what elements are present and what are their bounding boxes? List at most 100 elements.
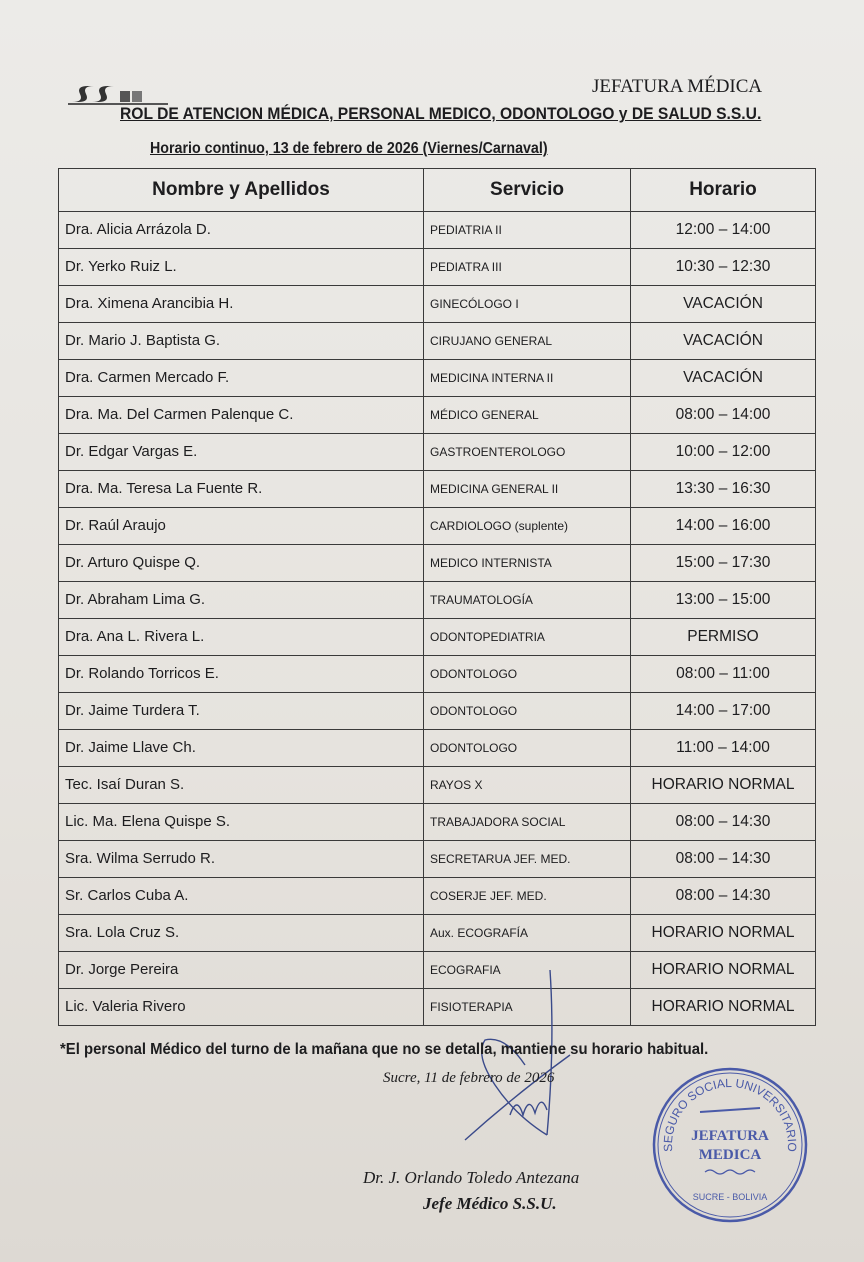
table-row: Dr. Jaime Llave Ch. ODONTOLOGO 11:00 – 14:… [58, 729, 816, 767]
staff-name-cell: Lic. Valeria Rivero [58, 988, 424, 1026]
schedule-cell: 14:00 – 17:00 [630, 692, 816, 730]
schedule-cell: 12:00 – 14:00 [630, 211, 816, 249]
schedule-cell: 08:00 – 14:30 [630, 840, 816, 878]
schedule-cell: 10:30 – 12:30 [630, 248, 816, 286]
schedule-cell: 10:00 – 12:00 [630, 433, 816, 471]
service-cell: GINECÓLOGO I [423, 285, 631, 323]
staff-name-cell: Dra. Alicia Arrázola D. [58, 211, 424, 249]
footnote: *El personal Médico del turno de la maña… [60, 1041, 709, 1058]
table-row: Dra. Ana L. Rivera L. ODONTOPEDIATRIA PERM… [58, 618, 816, 656]
staff-name-cell: Sra. Wilma Serrudo R. [58, 840, 424, 878]
service-cell: SECRETARUA JEF. MED. [423, 840, 631, 878]
schedule-cell: PERMISO [630, 618, 816, 656]
column-header-name: Nombre y Apellidos [58, 168, 424, 212]
service-cell: Aux. ECOGRAFÍA [423, 914, 631, 952]
service-cell: MEDICO INTERNISTA [423, 544, 631, 582]
table-row: Dra. Ma. Del Carmen Palenque C. MÉDICO GE… [58, 396, 816, 434]
service-cell: MÉDICO GENERAL [423, 396, 631, 434]
staff-name-cell: Dr. Rolando Torricos E. [58, 655, 424, 693]
schedule-cell: HORARIO NORMAL [630, 914, 816, 952]
service-cell: CIRUJANO GENERAL [423, 322, 631, 360]
staff-name-cell: Sra. Lola Cruz S. [58, 914, 424, 952]
table-row: Dra. Ma. Teresa La Fuente R. MEDICINA GEN… [58, 470, 816, 508]
schedule-cell: 08:00 – 14:30 [630, 803, 816, 841]
table-row: Dr. Yerko Ruiz L. PEDIATRA III 10:30 – 12:… [58, 248, 816, 286]
staff-name-cell: Dr. Jaime Llave Ch. [58, 729, 424, 767]
service-cell: CARDIOLOGO (suplente) [423, 507, 631, 545]
table-row: Tec. Isaí Duran S. RAYOS X HORARIO NORMAL [58, 766, 816, 804]
service-cell: ODONTOLOGO [423, 655, 631, 693]
service-cell: ECOGRAFIA [423, 951, 631, 989]
staff-name-cell: Tec. Isaí Duran S. [58, 766, 424, 804]
schedule-cell: 14:00 – 16:00 [630, 507, 816, 545]
schedule-cell: 08:00 – 14:00 [630, 396, 816, 434]
table-row: Lic. Valeria Rivero FISIOTERAPIA HORARIO N… [58, 988, 816, 1026]
schedule-table: Nombre y Apellidos Servicio Horario Dra.… [58, 168, 816, 1026]
table-row: Dr. Raúl Araujo CARDIOLOGO (suplente) 14:0… [58, 507, 816, 545]
svg-text:MEDICA: MEDICA [699, 1147, 762, 1163]
schedule-cell: 08:00 – 11:00 [630, 655, 816, 693]
service-cell: ODONTOLOGO [423, 729, 631, 767]
schedule-cell: HORARIO NORMAL [630, 951, 816, 989]
staff-name-cell: Dr. Raúl Araujo [58, 507, 424, 545]
table-row: Sr. Carlos Cuba A. COSERJE JEF. MED. 08:00… [58, 877, 816, 915]
column-header-schedule: Horario [630, 168, 816, 212]
table-row: Dr. Abraham Lima G. TRAUMATOLOGÍA 13:00 – … [58, 581, 816, 619]
signer-title: Jefe Médico S.S.U. [423, 1194, 557, 1213]
service-cell: MEDICINA GENERAL II [423, 470, 631, 508]
service-cell: PEDIATRA III [423, 248, 631, 286]
staff-name-cell: Dr. Arturo Quispe Q. [58, 544, 424, 582]
service-cell: TRABAJADORA SOCIAL [423, 803, 631, 841]
schedule-cell: 11:00 – 14:00 [630, 729, 816, 767]
signer-name: Dr. J. Orlando Toledo Antezana [363, 1168, 580, 1187]
table-row: Sra. Lola Cruz S. Aux. ECOGRAFÍA HORARIO N… [58, 914, 816, 952]
table-row: Dr. Mario J. Baptista G. CIRUJANO GENERAL… [58, 322, 816, 360]
handwritten-signature [464, 969, 571, 1141]
stamp-bottom-text: SUCRE - BOLIVIA [693, 1192, 768, 1202]
service-cell: MEDICINA INTERNA II [423, 359, 631, 397]
document-subtitle: Horario continuo, 13 de febrero de 2026 … [150, 140, 548, 157]
service-cell: PEDIATRIA II [423, 211, 631, 249]
table-row: Sra. Wilma Serrudo R. SECRETARUA JEF. MED… [58, 840, 816, 878]
table-row: Dr. Jaime Turdera T. ODONTOLOGO 14:00 – 17… [58, 692, 816, 730]
column-header-service: Servicio [423, 168, 631, 212]
service-cell: GASTROENTEROLOGO [423, 433, 631, 471]
table-row: Dra. Alicia Arrázola D. PEDIATRIA II 12:00… [58, 211, 816, 249]
table-row: Dr. Rolando Torricos E. ODONTOLOGO 08:00 –… [58, 655, 816, 693]
place-date: Sucre, 11 de febrero de 2026 [383, 1070, 555, 1086]
table-row: Dra. Carmen Mercado F. MEDICINA INTERNA I… [58, 359, 816, 397]
staff-name-cell: Dra. Ma. Del Carmen Palenque C. [58, 396, 424, 434]
schedule-cell: VACACIÓN [630, 322, 816, 360]
table-row: Dra. Ximena Arancibia H. GINECÓLOGO I VACA… [58, 285, 816, 323]
service-cell: ODONTOPEDIATRIA [423, 618, 631, 656]
table-row: Dr. Jorge Pereira ECOGRAFIA HORARIO NORMAL [58, 951, 816, 989]
service-cell: FISIOTERAPIA [423, 988, 631, 1026]
staff-name-cell: Dr. Jorge Pereira [58, 951, 424, 989]
staff-name-cell: Dr. Abraham Lima G. [58, 581, 424, 619]
staff-name-cell: Sr. Carlos Cuba A. [58, 877, 424, 915]
document-title: ROL DE ATENCION MÉDICA, PERSONAL MEDICO,… [120, 104, 762, 123]
ssu-logo [68, 86, 168, 105]
staff-name-cell: Dr. Jaime Turdera T. [58, 692, 424, 730]
department-heading: JEFATURA MÉDICA [592, 76, 763, 97]
schedule-cell: 13:30 – 16:30 [630, 470, 816, 508]
service-cell: ODONTOLOGO [423, 692, 631, 730]
official-stamp: SEGURO SOCIAL UNIVERSITARIO JEFATURA MED… [652, 1067, 808, 1223]
schedule-cell: 08:00 – 14:30 [630, 877, 816, 915]
staff-name-cell: Dra. Ma. Teresa La Fuente R. [58, 470, 424, 508]
svg-text:JEFATURA: JEFATURA [691, 1128, 769, 1144]
schedule-cell: HORARIO NORMAL [630, 988, 816, 1026]
service-cell: COSERJE JEF. MED. [423, 877, 631, 915]
staff-name-cell: Dra. Carmen Mercado F. [58, 359, 424, 397]
service-cell: RAYOS X [423, 766, 631, 804]
schedule-cell: VACACIÓN [630, 359, 816, 397]
staff-name-cell: Lic. Ma. Elena Quispe S. [58, 803, 424, 841]
staff-name-cell: Dr. Yerko Ruiz L. [58, 248, 424, 286]
staff-name-cell: Dr. Edgar Vargas E. [58, 433, 424, 471]
staff-name-cell: Dr. Mario J. Baptista G. [58, 322, 424, 360]
schedule-cell: 13:00 – 15:00 [630, 581, 816, 619]
schedule-cell: 15:00 – 17:30 [630, 544, 816, 582]
service-cell: TRAUMATOLOGÍA [423, 581, 631, 619]
staff-name-cell: Dra. Ana L. Rivera L. [58, 618, 424, 656]
schedule-cell: VACACIÓN [630, 285, 816, 323]
